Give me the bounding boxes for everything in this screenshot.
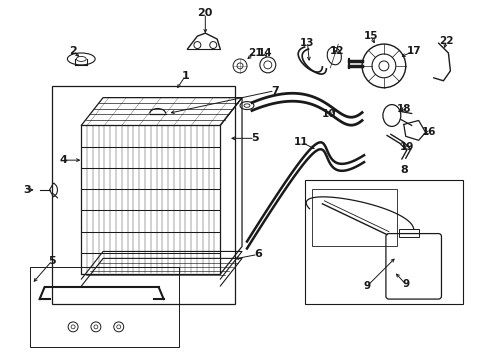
- Text: 14: 14: [258, 48, 272, 58]
- Text: 12: 12: [330, 46, 344, 56]
- Circle shape: [379, 61, 389, 71]
- Text: 4: 4: [59, 155, 67, 165]
- Text: 9: 9: [364, 281, 370, 291]
- Text: 16: 16: [421, 127, 436, 138]
- Text: 22: 22: [439, 36, 454, 46]
- Bar: [51, 86, 235, 304]
- Text: 5: 5: [48, 256, 55, 266]
- Text: 10: 10: [322, 108, 337, 118]
- Text: 2: 2: [70, 46, 77, 56]
- Text: 21: 21: [247, 48, 262, 58]
- Text: 20: 20: [197, 8, 213, 18]
- Text: 9: 9: [402, 279, 409, 289]
- Text: 18: 18: [396, 104, 411, 113]
- Text: 15: 15: [364, 31, 378, 41]
- Bar: [30, 267, 178, 347]
- Text: 1: 1: [182, 71, 189, 81]
- Text: 3: 3: [23, 185, 30, 195]
- Text: 7: 7: [271, 86, 279, 96]
- Text: 19: 19: [399, 142, 414, 152]
- Bar: [399, 229, 418, 237]
- Text: 13: 13: [300, 38, 315, 48]
- Text: 6: 6: [254, 249, 262, 260]
- Text: 11: 11: [294, 137, 309, 147]
- Text: 17: 17: [406, 46, 421, 56]
- Bar: [313, 189, 397, 247]
- Bar: [305, 180, 464, 304]
- Text: 5: 5: [251, 133, 259, 143]
- Text: 8: 8: [400, 165, 408, 175]
